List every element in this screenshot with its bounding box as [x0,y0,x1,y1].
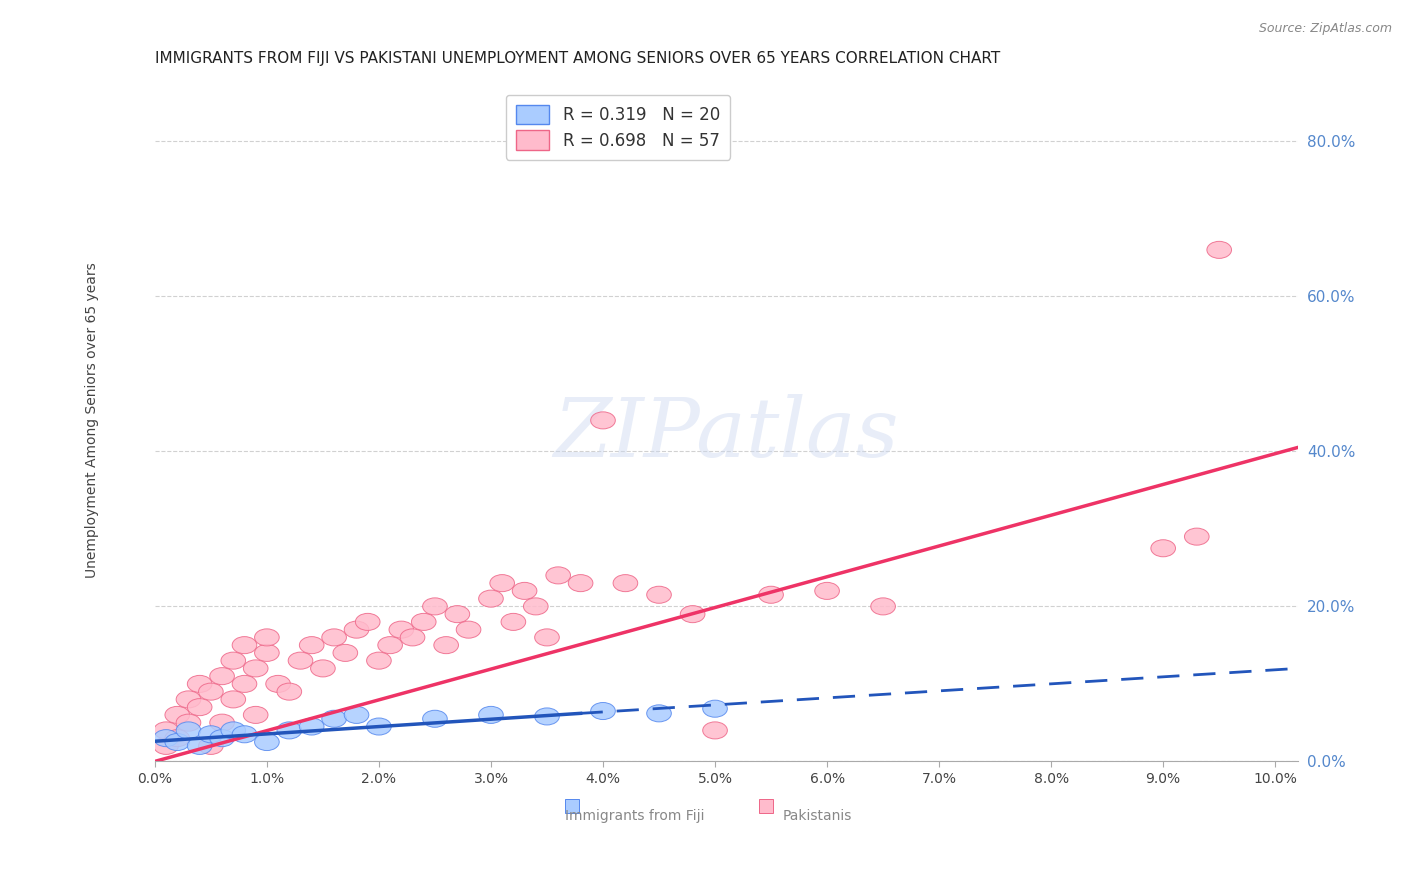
Ellipse shape [322,629,346,646]
Ellipse shape [198,726,224,743]
Ellipse shape [759,586,783,603]
Ellipse shape [176,722,201,739]
Legend: R = 0.319   N = 20, R = 0.698   N = 57: R = 0.319 N = 20, R = 0.698 N = 57 [506,95,730,160]
Ellipse shape [165,733,190,750]
Ellipse shape [221,722,246,739]
Y-axis label: Unemployment Among Seniors over 65 years: Unemployment Among Seniors over 65 years [86,262,100,578]
Ellipse shape [591,412,616,429]
Ellipse shape [512,582,537,599]
Text: Source: ZipAtlas.com: Source: ZipAtlas.com [1258,22,1392,36]
Ellipse shape [478,706,503,723]
Ellipse shape [165,730,190,747]
Ellipse shape [367,652,391,669]
Ellipse shape [1152,540,1175,557]
Ellipse shape [254,733,280,750]
Ellipse shape [209,667,235,685]
Ellipse shape [209,730,235,747]
Ellipse shape [523,598,548,615]
Ellipse shape [299,718,323,735]
Ellipse shape [423,710,447,727]
Ellipse shape [681,606,704,623]
Ellipse shape [401,629,425,646]
Ellipse shape [412,614,436,631]
Text: Pakistanis: Pakistanis [783,809,852,823]
Ellipse shape [870,598,896,615]
Ellipse shape [378,637,402,654]
Ellipse shape [266,675,291,692]
Ellipse shape [221,652,246,669]
Ellipse shape [546,566,571,584]
Ellipse shape [153,722,179,739]
Ellipse shape [703,722,727,739]
Ellipse shape [209,714,235,731]
Text: Immigrants from Fiji: Immigrants from Fiji [565,809,704,823]
Ellipse shape [221,691,246,708]
Ellipse shape [591,703,616,720]
Ellipse shape [176,714,201,731]
Ellipse shape [613,574,638,591]
Ellipse shape [198,738,224,755]
Ellipse shape [1184,528,1209,545]
Ellipse shape [333,644,357,662]
Ellipse shape [254,629,280,646]
Ellipse shape [311,660,335,677]
Ellipse shape [187,675,212,692]
Text: IMMIGRANTS FROM FIJI VS PAKISTANI UNEMPLOYMENT AMONG SENIORS OVER 65 YEARS CORRE: IMMIGRANTS FROM FIJI VS PAKISTANI UNEMPL… [155,51,1000,66]
Ellipse shape [814,582,839,599]
Ellipse shape [647,705,671,722]
Ellipse shape [446,606,470,623]
Ellipse shape [277,683,302,700]
Ellipse shape [232,675,257,692]
Ellipse shape [198,683,224,700]
Ellipse shape [243,660,269,677]
Ellipse shape [389,621,413,638]
Ellipse shape [534,629,560,646]
Ellipse shape [277,722,302,739]
Ellipse shape [232,637,257,654]
Ellipse shape [187,698,212,715]
Ellipse shape [367,718,391,735]
Ellipse shape [187,738,212,755]
Ellipse shape [322,710,346,727]
Text: ZIPatlas: ZIPatlas [554,394,898,474]
Ellipse shape [489,574,515,591]
Ellipse shape [356,614,380,631]
Ellipse shape [299,637,323,654]
Ellipse shape [501,614,526,631]
Ellipse shape [165,706,190,723]
Ellipse shape [534,708,560,725]
Ellipse shape [243,706,269,723]
Ellipse shape [254,644,280,662]
Ellipse shape [288,652,312,669]
Ellipse shape [344,706,368,723]
Ellipse shape [703,700,727,717]
Ellipse shape [176,691,201,708]
Ellipse shape [232,726,257,743]
Ellipse shape [153,730,179,747]
Ellipse shape [423,598,447,615]
Ellipse shape [478,591,503,607]
Ellipse shape [647,586,671,603]
Ellipse shape [434,637,458,654]
Ellipse shape [568,574,593,591]
Ellipse shape [153,738,179,755]
Ellipse shape [456,621,481,638]
Ellipse shape [344,621,368,638]
Ellipse shape [1206,242,1232,259]
